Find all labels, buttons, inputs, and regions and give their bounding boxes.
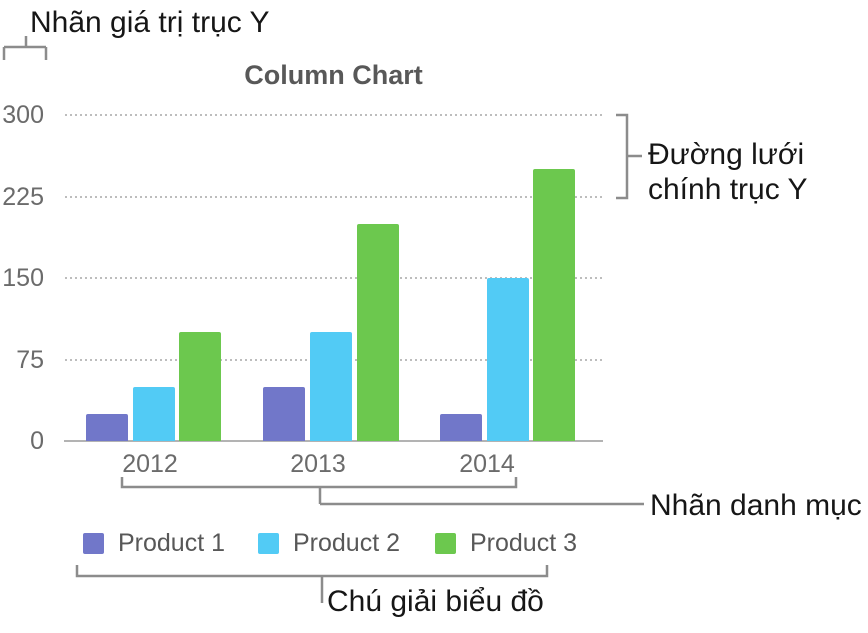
legend-label: Product 1 [118,528,226,557]
category-label: 2013 [290,450,346,478]
bar-product-1-2014 [439,413,482,441]
y-gridline [65,277,602,279]
annotation-y-gridlines: Đường lưới chính trục Y [648,138,808,206]
y-axis-tick-label: 300 [2,101,44,129]
legend-item: Product 2 [258,528,401,557]
legend-item: Product 3 [435,528,578,557]
legend-label: Product 3 [470,528,578,557]
bar-product-3-2012 [179,332,222,441]
category-label: 2014 [459,450,515,478]
x-axis-line [64,440,603,442]
bracket-category-labels [120,477,644,506]
bracket-y-gridlines [616,113,642,200]
legend-label: Product 2 [293,528,401,557]
category-label: 2012 [122,450,178,478]
y-gridline [65,195,602,198]
legend-swatch-icon [83,532,104,554]
bar-product-3-2013 [356,223,399,441]
bar-product-2-2013 [310,332,352,441]
y-axis-tick-label: 225 [2,182,44,211]
legend-swatch-icon [258,532,279,554]
bar-product-1-2013 [263,386,306,441]
bar-product-3-2014 [533,169,576,441]
y-gridline [65,114,602,116]
legend-swatch-icon [435,532,456,554]
annotation-chart-legend: Chú giải biểu đồ [327,585,544,618]
y-axis-tick-label: 75 [16,345,44,374]
y-axis-tick-label: 0 [30,427,44,455]
annotation-y-value-labels: Nhãn giá trị trục Y [30,6,270,39]
bar-product-2-2012 [132,386,175,441]
annotation-category-labels: Nhãn danh mục [650,489,862,522]
bar-product-1-2012 [85,413,128,441]
y-axis-tick-label: 150 [2,264,44,292]
bar-product-2-2014 [486,278,529,441]
legend-item: Product 1 [83,528,226,557]
chart-title: Column Chart [244,60,423,90]
